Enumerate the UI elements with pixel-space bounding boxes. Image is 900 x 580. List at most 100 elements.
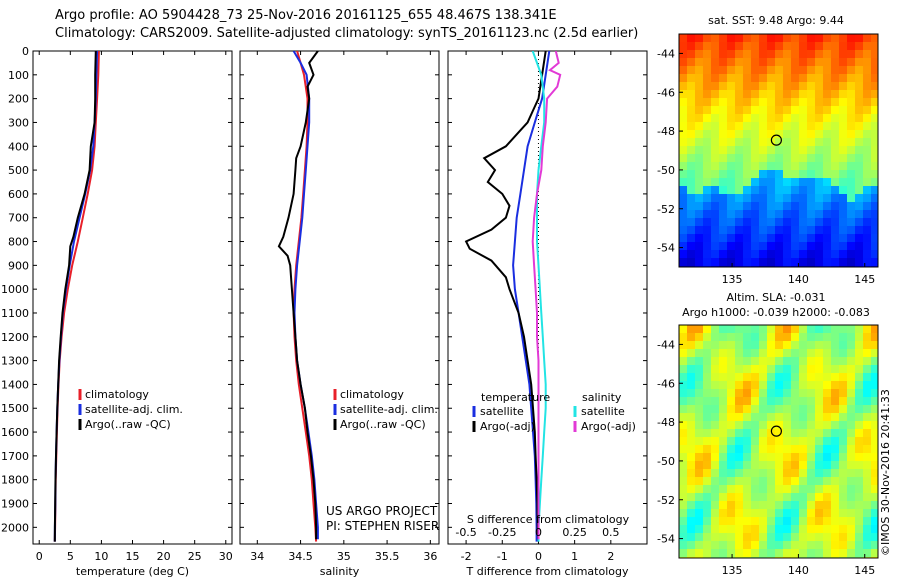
- map-cell: [751, 509, 759, 517]
- legend-label: satellite-adj. clim.: [340, 403, 438, 416]
- map-cell: [847, 373, 855, 381]
- map-cell: [823, 349, 831, 357]
- map-cell: [871, 194, 878, 202]
- climatology-subtitle: Climatology: CARS2009. Satellite-adjuste…: [55, 26, 639, 41]
- map-cell: [863, 501, 871, 509]
- map-cell: [703, 66, 711, 74]
- map-cell: [823, 186, 831, 194]
- map-cell: [703, 373, 711, 381]
- map-cell: [823, 381, 831, 389]
- map-cell: [823, 210, 831, 218]
- map-cell: [767, 50, 775, 58]
- profile-title: Argo profile: AO 5904428_73 25-Nov-2016 …: [55, 8, 557, 23]
- map-cell: [703, 250, 711, 258]
- map-cell: [695, 66, 703, 74]
- map-cell: [863, 365, 871, 373]
- map-cell: [823, 357, 831, 365]
- map-cell: [775, 98, 783, 106]
- map-cell: [727, 258, 735, 266]
- map-cell: [783, 485, 791, 493]
- map-cell: [783, 218, 791, 226]
- map-cell: [839, 421, 847, 429]
- map-cell: [711, 525, 719, 533]
- map-cell: [743, 210, 751, 218]
- map-cell: [735, 210, 743, 218]
- map-cell: [775, 469, 783, 477]
- map-cell: [799, 541, 807, 549]
- map-cell: [711, 42, 719, 50]
- map-cell: [815, 469, 823, 477]
- lon-tick-label: 135: [722, 564, 743, 577]
- map-cell: [847, 413, 855, 421]
- map-cell: [863, 397, 871, 405]
- map-cell: [807, 250, 815, 258]
- map-cell: [783, 202, 791, 210]
- map-cell: [847, 138, 855, 146]
- map-cell: [679, 58, 687, 66]
- map-cell: [871, 429, 878, 437]
- map-cell: [831, 365, 839, 373]
- map-cell: [775, 517, 783, 525]
- map-cell: [871, 154, 878, 162]
- map-cell: [807, 493, 815, 501]
- plot-frame: [32, 50, 233, 545]
- map-cell: [815, 541, 823, 549]
- map-cell: [807, 349, 815, 357]
- map-cell: [767, 541, 775, 549]
- map-cell: [847, 349, 855, 357]
- map-cell: [743, 501, 751, 509]
- map-cell: [727, 453, 735, 461]
- map-cell: [719, 477, 727, 485]
- map-cell: [871, 50, 878, 58]
- map-cell: [823, 178, 831, 186]
- map-cell: [799, 66, 807, 74]
- map-cell: [751, 461, 759, 469]
- map-cell: [783, 453, 791, 461]
- map-cell: [759, 349, 767, 357]
- map-cell: [855, 533, 863, 541]
- map-cell: [719, 34, 727, 42]
- map-cell: [735, 170, 743, 178]
- map-cell: [759, 138, 767, 146]
- map-cell: [775, 74, 783, 82]
- map-cell: [807, 258, 815, 266]
- map-cell: [783, 42, 791, 50]
- map-cell: [839, 485, 847, 493]
- map-cell: [687, 42, 695, 50]
- map-cell: [815, 445, 823, 453]
- map-cell: [871, 34, 878, 42]
- map-cell: [703, 202, 711, 210]
- map-cell: [775, 501, 783, 509]
- map-cell: [751, 74, 759, 82]
- map-cell: [679, 477, 687, 485]
- legend-label: satellite: [581, 405, 625, 418]
- map-cell: [743, 66, 751, 74]
- pi-credit: PI: STEPHEN RISER: [326, 519, 439, 533]
- map-cell: [743, 437, 751, 445]
- map-cell: [743, 90, 751, 98]
- map-cell: [775, 389, 783, 397]
- map-cell: [743, 50, 751, 58]
- map-cell: [703, 389, 711, 397]
- map-cell: [695, 461, 703, 469]
- map-cell: [791, 74, 799, 82]
- map-cell: [711, 397, 719, 405]
- map-cell: [807, 365, 815, 373]
- map-cell: [727, 405, 735, 413]
- map-cell: [703, 461, 711, 469]
- map-cell: [695, 122, 703, 130]
- map-cell: [727, 130, 735, 138]
- map-cell: [807, 461, 815, 469]
- lat-tick-label: -48: [657, 125, 675, 138]
- map-cell: [727, 517, 735, 525]
- map-cell: [823, 34, 831, 42]
- map-cell: [807, 106, 815, 114]
- map-cell: [847, 549, 855, 557]
- map-cell: [727, 58, 735, 66]
- map-cell: [679, 114, 687, 122]
- map-cell: [759, 325, 767, 333]
- temp-argo-line: [464, 51, 547, 542]
- map-cell: [751, 333, 759, 341]
- map-cell: [687, 325, 695, 333]
- map-cell: [751, 413, 759, 421]
